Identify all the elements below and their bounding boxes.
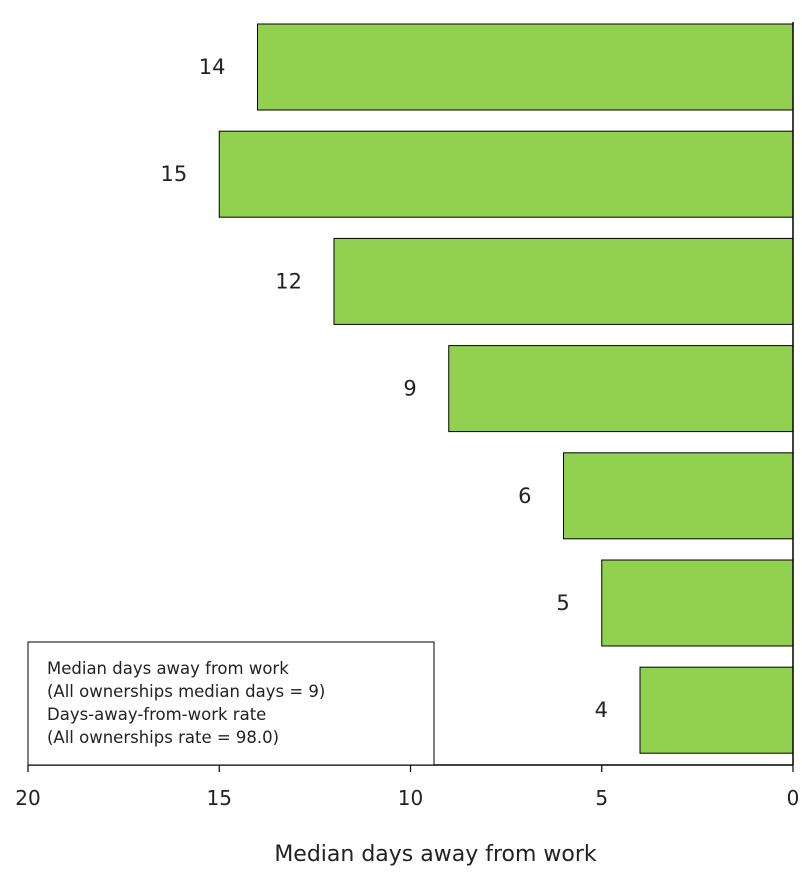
data-label: 4 bbox=[595, 698, 608, 722]
data-labels-group: 14 15 12 9 6 5 4 bbox=[161, 55, 608, 722]
legend: Median days away from work (All ownershi… bbox=[27, 641, 435, 766]
bar bbox=[601, 559, 794, 647]
x-tick-label: 10 bbox=[398, 786, 423, 810]
data-label: 5 bbox=[556, 591, 569, 615]
data-label: 15 bbox=[161, 162, 188, 186]
bar bbox=[333, 237, 794, 325]
bars-group bbox=[218, 23, 794, 754]
x-ticks-group: 20 15 10 5 0 bbox=[15, 765, 799, 810]
legend-line: (All ownerships rate = 98.0) bbox=[47, 728, 279, 747]
bar bbox=[563, 452, 794, 540]
bar bbox=[448, 345, 794, 433]
data-label: 9 bbox=[403, 377, 416, 401]
legend-line: Median days away from work bbox=[47, 659, 289, 678]
bar bbox=[218, 130, 794, 218]
legend-box bbox=[27, 641, 435, 766]
bar bbox=[639, 666, 794, 754]
x-tick-label: 0 bbox=[787, 786, 800, 810]
x-tick-label: 20 bbox=[15, 786, 40, 810]
data-label: 12 bbox=[275, 269, 302, 293]
x-axis-title: Median days away from work bbox=[274, 842, 597, 867]
bar bbox=[257, 23, 794, 111]
legend-line: Days-away-from-work rate bbox=[47, 705, 266, 724]
x-tick-label: 15 bbox=[207, 786, 232, 810]
data-label: 6 bbox=[518, 484, 531, 508]
x-tick-label: 5 bbox=[595, 786, 608, 810]
data-label: 14 bbox=[199, 55, 226, 79]
legend-line: (All ownerships median days = 9) bbox=[47, 682, 325, 701]
